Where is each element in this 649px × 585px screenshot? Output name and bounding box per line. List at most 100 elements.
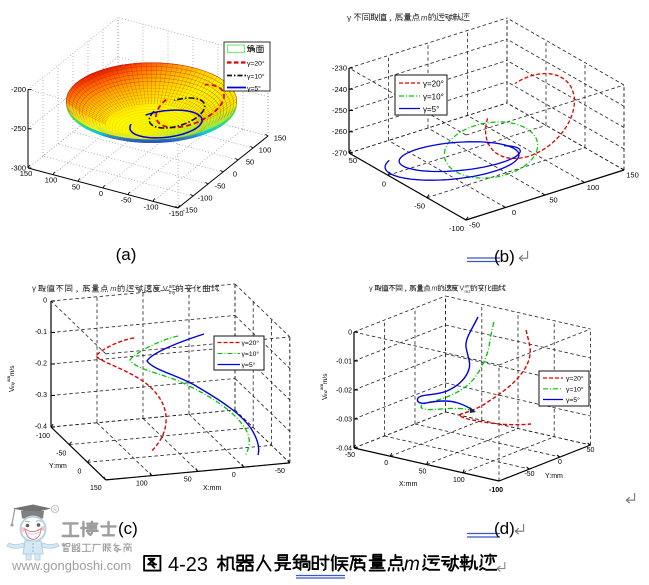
svg-text:γ=5°: γ=5° xyxy=(566,396,580,404)
svg-text:100: 100 xyxy=(259,146,272,155)
svg-text:-50: -50 xyxy=(469,221,480,230)
svg-text:R: R xyxy=(53,508,57,514)
svg-text:-50: -50 xyxy=(414,202,425,211)
svg-text:(d): (d) xyxy=(494,519,515,538)
svg-text:m/s: m/s xyxy=(9,365,16,376)
svg-text:-150: -150 xyxy=(182,206,197,215)
svg-text:-300: -300 xyxy=(11,164,26,173)
svg-text:-50: -50 xyxy=(215,182,226,191)
svg-text:0: 0 xyxy=(384,460,388,467)
svg-text:0: 0 xyxy=(382,179,386,188)
svg-text:-0.4: -0.4 xyxy=(35,424,47,431)
svg-text:V: V xyxy=(322,395,329,400)
svg-text:150: 150 xyxy=(274,134,287,143)
svg-text:-50: -50 xyxy=(345,452,355,459)
svg-text:0: 0 xyxy=(233,170,237,179)
svg-text:V: V xyxy=(163,284,168,293)
svg-text:V: V xyxy=(460,286,465,293)
svg-text:mz: mz xyxy=(323,389,328,396)
svg-text:am: am xyxy=(6,375,11,382)
svg-text:0: 0 xyxy=(43,298,47,305)
svg-text:50: 50 xyxy=(419,469,427,476)
svg-text:-250: -250 xyxy=(332,106,347,115)
svg-text:-200: -200 xyxy=(11,85,26,94)
svg-text:-250: -250 xyxy=(11,124,26,133)
svg-text:Y:mm: Y:mm xyxy=(545,473,563,480)
svg-text:50: 50 xyxy=(349,156,357,165)
svg-text:150: 150 xyxy=(626,171,639,180)
svg-text:-50: -50 xyxy=(56,451,66,458)
svg-text:m: m xyxy=(404,554,420,575)
svg-text:X:mm: X:mm xyxy=(203,485,221,492)
svg-text:γ: γ xyxy=(347,13,352,23)
svg-text:my: my xyxy=(10,381,15,388)
svg-text:0: 0 xyxy=(512,208,516,217)
svg-text:150: 150 xyxy=(90,485,102,492)
svg-text:-0.2: -0.2 xyxy=(35,361,47,368)
svg-text:γ=20°: γ=20° xyxy=(247,60,265,68)
svg-text:-50: -50 xyxy=(275,468,285,475)
svg-text:50: 50 xyxy=(184,476,192,483)
svg-text:-50: -50 xyxy=(121,196,132,205)
svg-text:(a): (a) xyxy=(116,245,137,264)
svg-text:-100: -100 xyxy=(489,487,503,494)
svg-text:50: 50 xyxy=(72,182,80,191)
svg-text:γ=10°: γ=10° xyxy=(247,73,265,81)
svg-text:50: 50 xyxy=(549,196,557,205)
svg-text:m: m xyxy=(432,286,438,293)
svg-text:am: am xyxy=(169,284,176,290)
svg-text:-0.04: -0.04 xyxy=(336,446,352,453)
svg-text:am: am xyxy=(319,383,324,390)
svg-text:mz: mz xyxy=(465,289,472,294)
svg-text:my: my xyxy=(169,290,176,296)
svg-text:100: 100 xyxy=(587,183,600,192)
svg-text:γ=10°: γ=10° xyxy=(242,350,260,358)
svg-text:γ: γ xyxy=(32,284,36,293)
svg-text:γ=10°: γ=10° xyxy=(566,385,584,393)
svg-text:www.gongboshi.com: www.gongboshi.com xyxy=(11,558,131,573)
svg-text:am: am xyxy=(465,284,472,289)
svg-text:m/s: m/s xyxy=(322,373,329,384)
svg-text:γ=20°: γ=20° xyxy=(423,80,444,89)
svg-text:0: 0 xyxy=(99,189,103,198)
svg-text:γ=10°: γ=10° xyxy=(423,93,444,102)
svg-text:-0.3: -0.3 xyxy=(35,392,47,399)
svg-text:-150: -150 xyxy=(168,209,183,218)
svg-text:X:mm: X:mm xyxy=(399,481,417,488)
svg-text:-0.01: -0.01 xyxy=(336,359,352,366)
svg-text:-100: -100 xyxy=(36,433,50,440)
svg-text:-50: -50 xyxy=(524,471,534,478)
svg-text:-100: -100 xyxy=(143,202,158,211)
svg-text:m: m xyxy=(421,14,428,23)
svg-text:-100: -100 xyxy=(449,224,464,233)
svg-text:-0.02: -0.02 xyxy=(336,388,352,395)
svg-text:-260: -260 xyxy=(332,127,347,136)
svg-text:100: 100 xyxy=(45,176,58,185)
svg-text:4-23: 4-23 xyxy=(168,554,208,576)
svg-text:γ: γ xyxy=(369,284,373,293)
svg-text:-270: -270 xyxy=(332,149,347,158)
svg-text:-230: -230 xyxy=(332,64,347,73)
svg-text:150: 150 xyxy=(20,169,33,178)
svg-text:(c): (c) xyxy=(118,519,138,538)
svg-text:V: V xyxy=(9,387,16,392)
svg-text:0: 0 xyxy=(348,330,352,337)
svg-text:-100: -100 xyxy=(197,194,212,203)
svg-text:γ=20°: γ=20° xyxy=(242,339,260,347)
svg-text:γ=5°: γ=5° xyxy=(423,105,439,114)
svg-text:-0.1: -0.1 xyxy=(35,329,47,336)
svg-text:-240: -240 xyxy=(332,85,347,94)
svg-text:γ=5°: γ=5° xyxy=(242,361,256,369)
svg-text:γ=5°: γ=5° xyxy=(247,85,261,93)
svg-text:(b): (b) xyxy=(494,247,515,266)
svg-text:Y:mm: Y:mm xyxy=(49,463,67,470)
svg-text:γ=20°: γ=20° xyxy=(566,375,584,383)
svg-text:0: 0 xyxy=(232,472,236,479)
svg-text:0: 0 xyxy=(558,459,562,466)
svg-text:m: m xyxy=(110,284,116,293)
svg-text:100: 100 xyxy=(136,481,148,488)
svg-text:50: 50 xyxy=(587,447,595,454)
svg-text:0: 0 xyxy=(78,468,82,475)
svg-text:50: 50 xyxy=(246,158,254,167)
svg-text:100: 100 xyxy=(453,477,465,484)
